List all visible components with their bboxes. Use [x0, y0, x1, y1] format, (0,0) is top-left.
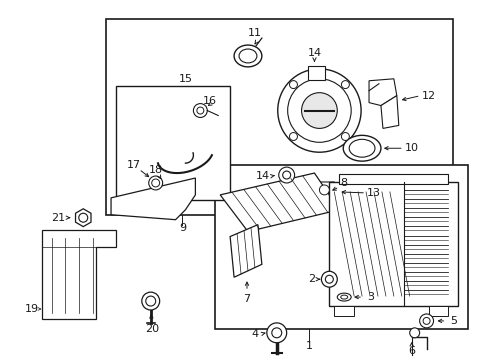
Text: 11: 11	[248, 28, 262, 38]
Polygon shape	[369, 79, 397, 105]
Polygon shape	[220, 173, 339, 231]
Circle shape	[283, 171, 291, 179]
Circle shape	[319, 185, 329, 195]
Circle shape	[279, 167, 294, 183]
Circle shape	[288, 79, 351, 142]
Bar	[308, 66, 325, 80]
Circle shape	[79, 213, 88, 222]
Polygon shape	[111, 178, 196, 220]
Circle shape	[197, 107, 204, 114]
Bar	[339, 174, 448, 184]
Circle shape	[419, 314, 434, 328]
Text: 17: 17	[127, 160, 141, 170]
Text: 20: 20	[145, 324, 159, 334]
Polygon shape	[42, 230, 116, 319]
Text: 3: 3	[368, 292, 374, 302]
Circle shape	[423, 318, 430, 324]
Ellipse shape	[239, 49, 257, 63]
Text: 8: 8	[341, 178, 348, 188]
Ellipse shape	[234, 45, 262, 67]
Circle shape	[272, 328, 282, 338]
Circle shape	[152, 179, 160, 187]
Circle shape	[301, 93, 337, 129]
Circle shape	[290, 132, 297, 140]
Text: 18: 18	[148, 165, 163, 175]
Ellipse shape	[349, 139, 375, 157]
Text: 9: 9	[179, 222, 186, 233]
Text: 7: 7	[244, 294, 250, 304]
Bar	[329, 182, 458, 306]
Circle shape	[267, 323, 287, 343]
Polygon shape	[75, 209, 91, 227]
Circle shape	[342, 81, 349, 89]
Circle shape	[325, 275, 333, 283]
Circle shape	[290, 81, 297, 89]
Circle shape	[342, 132, 349, 140]
Bar	[429, 306, 448, 316]
Text: 14: 14	[307, 48, 321, 58]
Circle shape	[149, 176, 163, 190]
Bar	[215, 165, 468, 329]
Bar	[116, 86, 230, 200]
Circle shape	[142, 292, 160, 310]
Text: 21: 21	[51, 213, 66, 223]
Circle shape	[146, 296, 156, 306]
Ellipse shape	[337, 293, 351, 301]
Text: 5: 5	[450, 316, 457, 326]
Polygon shape	[381, 96, 399, 129]
Text: 14: 14	[256, 171, 270, 181]
Circle shape	[278, 69, 361, 152]
Text: 10: 10	[405, 143, 418, 153]
Text: 6: 6	[408, 346, 415, 356]
Ellipse shape	[343, 135, 381, 161]
Text: 15: 15	[178, 74, 193, 84]
Polygon shape	[313, 182, 336, 200]
Circle shape	[321, 271, 337, 287]
Text: 16: 16	[203, 96, 217, 105]
Ellipse shape	[341, 295, 348, 299]
Bar	[106, 19, 453, 215]
Text: 2: 2	[308, 274, 315, 284]
Text: 13: 13	[367, 188, 381, 198]
Circle shape	[194, 104, 207, 117]
Text: 19: 19	[24, 304, 39, 314]
Bar	[334, 306, 354, 316]
Text: 4: 4	[251, 329, 259, 339]
Polygon shape	[230, 225, 262, 277]
Circle shape	[410, 328, 419, 338]
Text: 1: 1	[306, 341, 313, 351]
Text: 12: 12	[421, 91, 436, 101]
